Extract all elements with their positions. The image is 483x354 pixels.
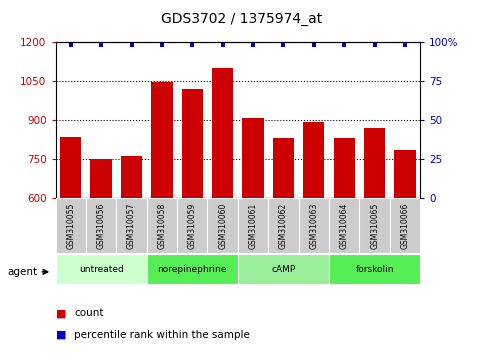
Text: GSM310060: GSM310060 (218, 202, 227, 249)
Bar (329, 254, 420, 284)
Text: GSM310066: GSM310066 (400, 202, 410, 249)
Text: GSM310063: GSM310063 (309, 202, 318, 249)
Bar (390, 198, 420, 253)
Bar (177, 198, 208, 253)
Bar (395, 150, 416, 198)
Text: GSM310059: GSM310059 (188, 202, 197, 249)
Text: untreated: untreated (79, 264, 124, 274)
Text: GSM310055: GSM310055 (66, 202, 75, 249)
Text: forskolin: forskolin (355, 264, 394, 274)
Text: GSM310056: GSM310056 (97, 202, 106, 249)
Bar (151, 82, 172, 198)
Bar (86, 198, 116, 253)
Bar (121, 156, 142, 198)
Bar (273, 138, 294, 198)
Text: GSM310062: GSM310062 (279, 202, 288, 249)
Bar (147, 198, 177, 253)
Bar (182, 89, 203, 198)
Bar (359, 198, 390, 253)
Bar (147, 254, 238, 284)
Bar (238, 254, 329, 284)
Bar (364, 128, 385, 198)
Text: GSM310057: GSM310057 (127, 202, 136, 249)
Bar (116, 198, 147, 253)
Text: count: count (74, 308, 103, 318)
Bar (298, 198, 329, 253)
Text: ■: ■ (56, 330, 66, 339)
Text: GSM310064: GSM310064 (340, 202, 349, 249)
Bar (238, 198, 268, 253)
Text: norepinephrine: norepinephrine (157, 264, 227, 274)
Bar (329, 198, 359, 253)
Bar (303, 122, 325, 198)
Bar (208, 198, 238, 253)
Bar (56, 198, 86, 253)
Text: cAMP: cAMP (271, 264, 296, 274)
Bar (56, 254, 147, 284)
Text: ■: ■ (56, 308, 66, 318)
Text: percentile rank within the sample: percentile rank within the sample (74, 330, 250, 339)
Text: GSM310065: GSM310065 (370, 202, 379, 249)
Bar (242, 118, 264, 198)
Text: agent: agent (7, 267, 37, 277)
Text: GSM310061: GSM310061 (249, 202, 257, 249)
Bar (90, 159, 112, 198)
Bar (60, 137, 81, 198)
Text: GSM310058: GSM310058 (157, 202, 167, 249)
Bar (334, 138, 355, 198)
Text: GDS3702 / 1375974_at: GDS3702 / 1375974_at (161, 12, 322, 27)
Bar (212, 68, 233, 198)
Bar (268, 198, 298, 253)
